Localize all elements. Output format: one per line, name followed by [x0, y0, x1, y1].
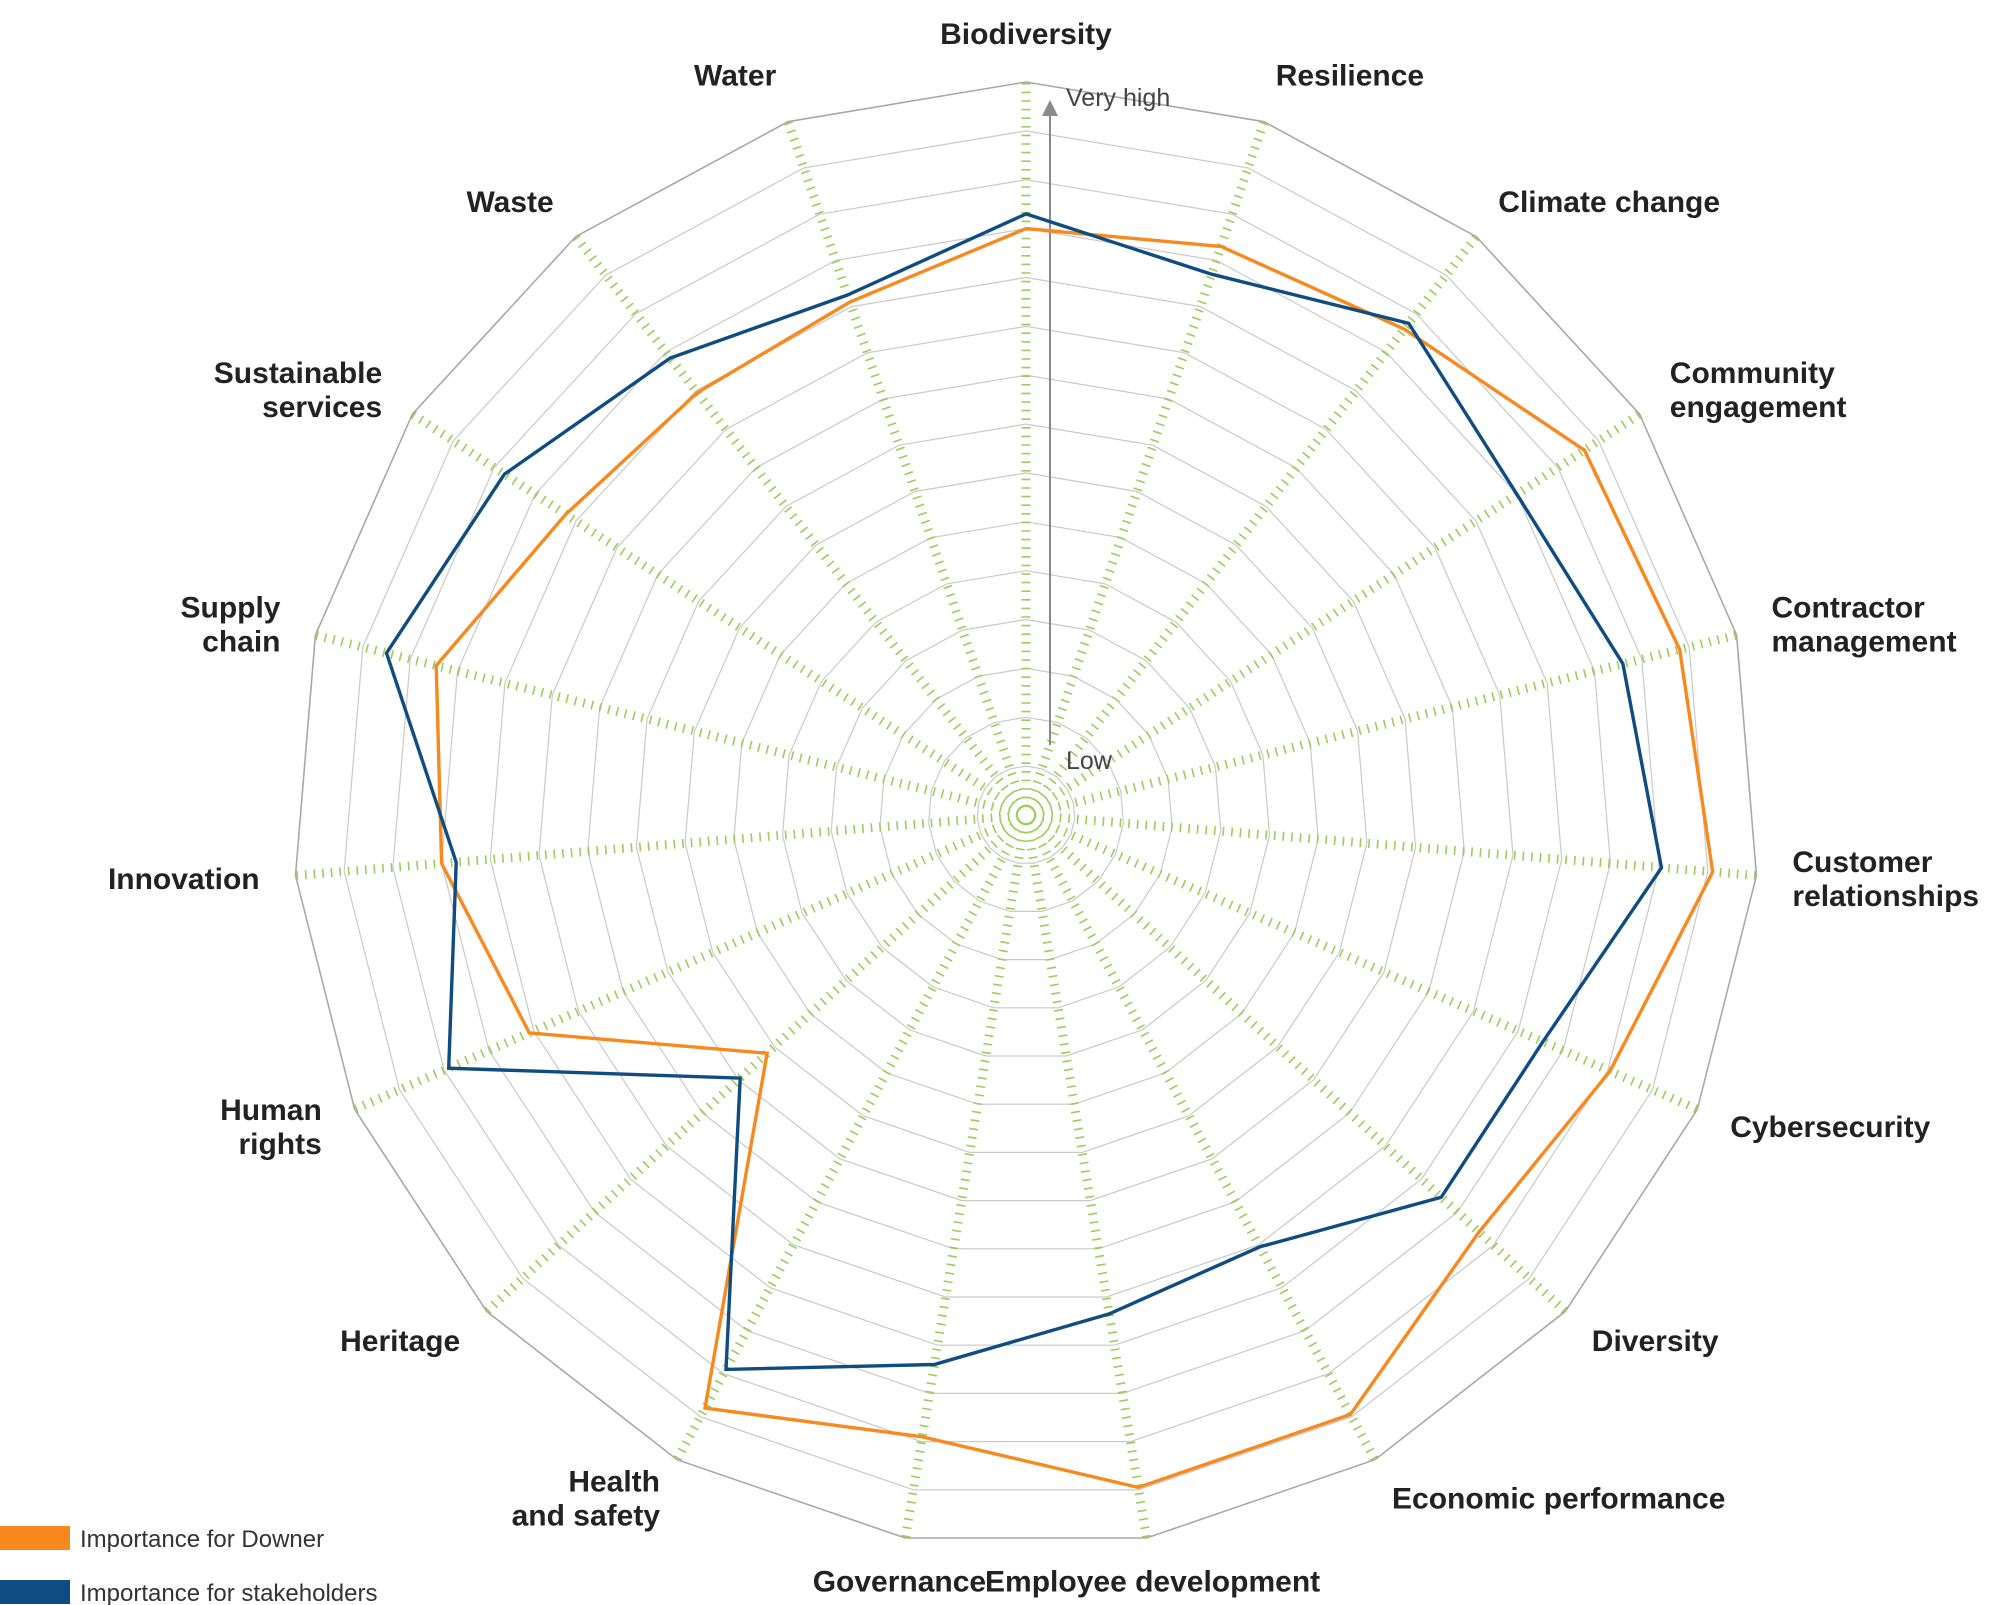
- grid-ring: [392, 179, 1660, 1443]
- category-label-line: services: [262, 391, 382, 424]
- grid-spoke: [352, 814, 1021, 1114]
- category-label: Community engagement: [1670, 357, 1847, 424]
- grid-ring: [781, 570, 1271, 1057]
- category-label-line: Economic performance: [1392, 1482, 1725, 1515]
- grid-spoke: [1028, 817, 1569, 1315]
- grid-spoke: [483, 817, 1024, 1315]
- grid-spoke: [673, 819, 1027, 1462]
- radar-grid: [294, 81, 1758, 1539]
- category-label-line: Climate change: [1498, 186, 1720, 219]
- grid-ring: [927, 716, 1125, 913]
- category-label: Human rights: [220, 1094, 322, 1161]
- category-label: Diversity: [1592, 1325, 1719, 1358]
- grid-ring: [587, 374, 1465, 1250]
- category-label-line: Contractor: [1772, 591, 1926, 624]
- grid-spoke: [1024, 120, 1269, 809]
- category-label-line: rights: [238, 1128, 321, 1161]
- category-label: Sustainable services: [214, 357, 382, 424]
- grid-spoke: [783, 120, 1028, 809]
- grid-ring: [830, 618, 1222, 1009]
- category-label-line: Diversity: [1592, 1325, 1719, 1358]
- grid-spoke: [900, 822, 1030, 1539]
- category-label: Water: [694, 60, 777, 93]
- grid-ring: [879, 667, 1173, 961]
- grid-ring: [343, 130, 1709, 1491]
- grid-ring: [733, 521, 1319, 1105]
- category-label-line: Governance: [813, 1565, 986, 1598]
- grid-spoke: [1032, 630, 1738, 818]
- category-label-line: Sustainable: [214, 357, 382, 390]
- grid-ring: [976, 765, 1076, 864]
- category-label-line: Supply: [180, 591, 280, 624]
- grid-spoke: [295, 811, 1019, 880]
- grid-ring: [489, 276, 1563, 1346]
- legend-label: Importance for Downer: [80, 1526, 324, 1553]
- category-label: Contractor management: [1772, 591, 1957, 658]
- legend-label: Importance for stakeholders: [80, 1580, 377, 1605]
- series-line: [384, 212, 1664, 1372]
- category-label: Heritage: [340, 1325, 460, 1358]
- grid-ring: [294, 81, 1758, 1539]
- legend-item: Importance for stakeholders: [0, 1580, 377, 1605]
- category-label-line: Community: [1670, 357, 1835, 390]
- axis-label-low: Low: [1066, 747, 1113, 775]
- category-label: Biodiversity: [940, 18, 1112, 51]
- category-label-line: engagement: [1670, 391, 1847, 424]
- grid-spoke: [1031, 814, 1700, 1114]
- category-label: Resilience: [1276, 60, 1424, 93]
- axis-label-high: Very high: [1066, 84, 1170, 112]
- category-label: Supply chain: [180, 591, 280, 658]
- category-label-line: Waste: [466, 186, 553, 219]
- legend-swatch-downer: [0, 1526, 70, 1550]
- category-label-line: Employee development: [985, 1565, 1320, 1598]
- grid-ring: [440, 227, 1612, 1395]
- grid-spoke: [1022, 822, 1152, 1539]
- category-label-line: Human: [220, 1094, 322, 1127]
- radar-series: [384, 212, 1715, 1490]
- category-label-line: Innovation: [108, 863, 260, 896]
- series-stakeholders: [384, 212, 1664, 1372]
- category-label: Waste: [466, 186, 553, 219]
- category-label-line: relationships: [1792, 880, 1979, 913]
- category-label: Climate change: [1498, 186, 1720, 219]
- category-label: Employee development: [985, 1565, 1320, 1598]
- grid-spoke: [409, 410, 1022, 815]
- legend: Importance for Downer Importance for sta…: [0, 1526, 377, 1605]
- series-line: [434, 226, 1715, 1490]
- category-label-line: Health: [568, 1465, 660, 1498]
- grid-ring: [684, 472, 1368, 1154]
- grid-ring: [538, 325, 1514, 1298]
- category-label: Innovation: [108, 863, 260, 896]
- category-label-line: Heritage: [340, 1325, 460, 1358]
- category-label-line: Biodiversity: [940, 18, 1112, 51]
- legend-swatch-stakeholders: [0, 1580, 70, 1604]
- category-label-line: and safety: [512, 1499, 661, 1532]
- category-labels: Biodiversity Resilience Climate change Comm…: [108, 18, 1979, 1598]
- category-label-line: Resilience: [1276, 60, 1424, 93]
- category-label-line: management: [1772, 625, 1957, 658]
- category-label-line: Cybersecurity: [1730, 1111, 1930, 1144]
- category-label-line: Customer: [1792, 846, 1932, 879]
- category-label-line: Water: [694, 60, 777, 93]
- category-label: Governance: [813, 1565, 986, 1598]
- series-downer: [434, 226, 1715, 1490]
- arrow-up-icon: [1042, 100, 1058, 116]
- value-axis: Very high Low: [1042, 84, 1170, 775]
- grid-spoke: [1030, 410, 1643, 815]
- category-label: Cybersecurity: [1730, 1111, 1930, 1144]
- category-label: Health and safety: [512, 1465, 661, 1532]
- grid-spoke: [1025, 819, 1379, 1462]
- legend-item: Importance for Downer: [0, 1526, 324, 1553]
- grid-spoke: [1033, 811, 1757, 880]
- grid-spoke: [314, 630, 1020, 818]
- grid-ring: [635, 423, 1417, 1202]
- category-label-line: chain: [202, 625, 280, 658]
- category-label: Economic performance: [1392, 1482, 1725, 1515]
- category-label: Customer relationships: [1792, 846, 1979, 913]
- grid-spoke: [1027, 233, 1480, 812]
- grid-spoke: [572, 233, 1025, 812]
- radar-spokes: [295, 82, 1757, 1539]
